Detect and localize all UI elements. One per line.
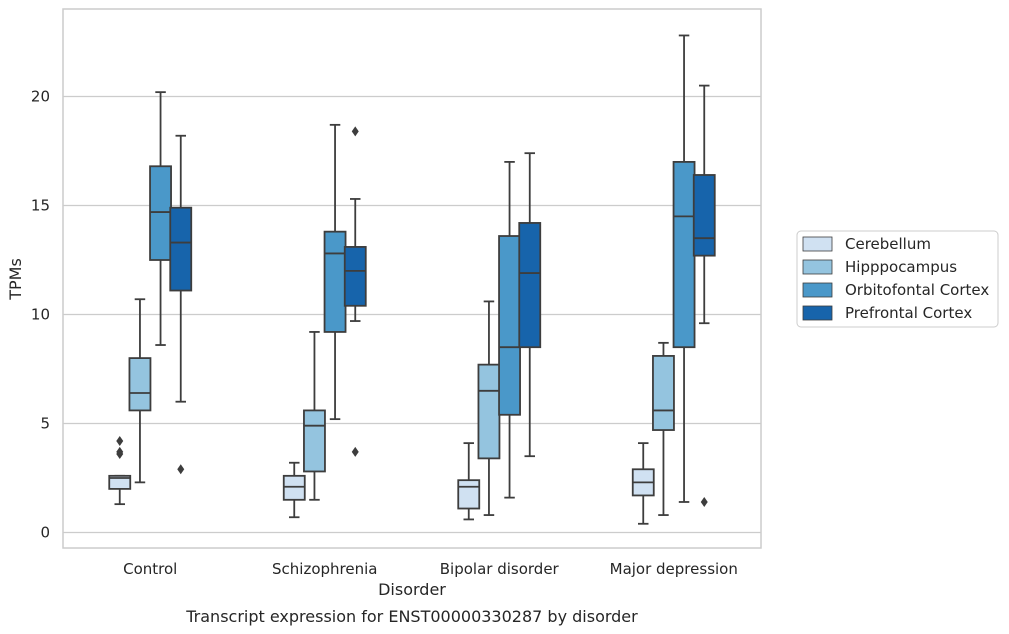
box-iqr xyxy=(303,409,326,473)
box-iqr xyxy=(692,174,716,257)
box-1-1 xyxy=(303,331,326,501)
box-3-0 xyxy=(169,134,193,475)
box-iqr xyxy=(323,230,347,333)
y-tick-label: 0 xyxy=(40,524,50,542)
box-3-1 xyxy=(343,126,367,457)
legend-label: Cerebellum xyxy=(845,235,931,253)
legend-label: Prefrontal Cortex xyxy=(845,304,972,322)
outlier-point xyxy=(351,446,359,457)
outlier-point xyxy=(351,126,359,137)
box-3-3 xyxy=(692,84,716,507)
plot-frame xyxy=(62,8,762,549)
legend-swatch xyxy=(802,305,833,321)
x-tick-labels: Control Schizophrenia Bipolar disorder Majo… xyxy=(123,560,738,578)
legend-swatch xyxy=(802,259,833,275)
y-tick-label: 20 xyxy=(31,88,50,106)
box-0-1 xyxy=(282,461,306,519)
box-iqr xyxy=(128,357,152,412)
box-3-2 xyxy=(518,152,542,458)
boxes-layer xyxy=(108,34,716,525)
box-0-2 xyxy=(457,442,481,521)
legend-label: Orbitofontal Cortex xyxy=(845,281,989,299)
y-tick-label: 5 xyxy=(40,415,50,433)
y-gridlines xyxy=(63,95,761,534)
box-2-1 xyxy=(323,123,347,421)
y-tick-label: 10 xyxy=(31,306,50,324)
x-tick-label: Major depression xyxy=(610,560,738,578)
box-iqr xyxy=(282,474,306,501)
x-axis-label: Disorder xyxy=(378,580,446,599)
outlier-point xyxy=(116,446,124,457)
x-tick-label: Bipolar disorder xyxy=(440,560,560,578)
outlier-point xyxy=(116,435,124,446)
box-0-0 xyxy=(108,435,132,506)
box-iqr xyxy=(498,235,521,416)
box-iqr xyxy=(343,246,367,307)
box-1-0 xyxy=(128,298,152,484)
y-tick-label: 15 xyxy=(31,197,50,215)
legend-label: Hipppocampus xyxy=(845,258,957,276)
box-iqr xyxy=(108,474,132,490)
legend-frame xyxy=(796,230,999,328)
outlier-point xyxy=(177,464,185,475)
plot-background xyxy=(63,9,761,548)
box-iqr xyxy=(518,222,542,349)
outlier-point xyxy=(700,496,708,507)
chart-caption: Transcript expression for ENST0000033028… xyxy=(185,607,638,626)
box-iqr xyxy=(672,160,696,349)
box-iqr xyxy=(457,479,481,510)
box-iqr xyxy=(149,165,172,261)
box-iqr xyxy=(652,355,675,431)
y-tick-labels: 0 5 10 15 20 xyxy=(31,88,50,542)
box-iqr xyxy=(477,363,501,460)
box-iqr xyxy=(169,206,193,292)
x-tick-label: Schizophrenia xyxy=(272,560,377,578)
box-0-3 xyxy=(631,442,655,525)
legend-swatch xyxy=(802,236,833,252)
legend-swatch xyxy=(802,282,833,298)
y-axis-label: TPMs xyxy=(6,258,25,301)
x-tick-label: Control xyxy=(123,560,177,578)
legend: Cerebellum Hipppocampus Orbitofontal Corte… xyxy=(796,230,999,328)
box-1-3 xyxy=(652,341,675,516)
